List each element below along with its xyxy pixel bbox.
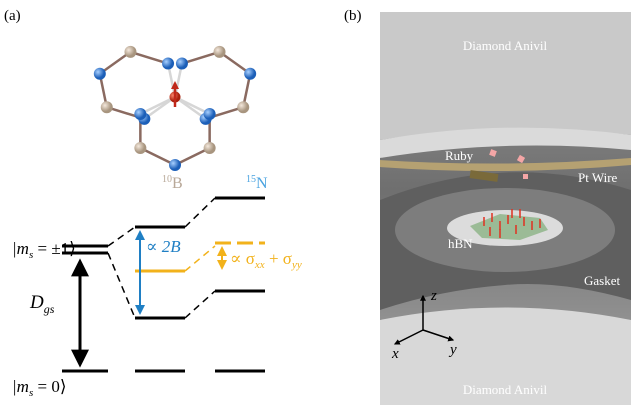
boron-atom <box>101 101 113 113</box>
nitrogen-atom <box>169 159 181 171</box>
ket-0: |ms = 0⟩ <box>12 377 66 399</box>
axis-z: z <box>430 288 437 304</box>
hbn-lattice <box>94 46 256 171</box>
nitrogen-atom <box>176 58 188 70</box>
dac-render <box>380 12 631 405</box>
level-connectors <box>108 198 215 318</box>
ket-pm1: |ms = ±1⟩ <box>12 239 76 261</box>
strain-label: ∝ σxx + σyy <box>230 249 302 271</box>
nitrogen-label: 15N <box>246 174 268 192</box>
bottom-anvil-label: Diamond Anivil <box>463 382 548 397</box>
boron-label: 10B <box>162 174 183 192</box>
nitrogen-atom <box>94 68 106 80</box>
boron-atom <box>237 101 249 113</box>
nitrogen-atom <box>162 58 174 70</box>
gasket-label: Gasket <box>584 273 620 288</box>
ruby-label: Ruby <box>445 148 474 163</box>
pt-wire-label: Pt Wire <box>578 170 618 185</box>
panel-label: (a) <box>4 8 21 24</box>
boron-atom <box>134 142 146 154</box>
hbn-label: hBN <box>448 236 473 251</box>
nitrogen-atom <box>244 68 256 80</box>
axis-x: x <box>391 346 399 362</box>
top-anvil-label: Diamond Anivil <box>463 38 548 53</box>
panel-label: (b) <box>344 8 362 24</box>
boron-atom <box>124 46 136 58</box>
zeeman-label: ∝ 2B <box>146 237 181 256</box>
nitrogen-atom <box>134 108 146 120</box>
boron-atom <box>214 46 226 58</box>
boron-atom <box>204 142 216 154</box>
dgs-label: Dgs <box>29 292 55 316</box>
figure: (a) 10B 15N ∝ 2B ∝ σxx + σyy Dgs |ms = ±… <box>0 0 631 405</box>
energy-levels <box>62 198 265 371</box>
nitrogen-atom <box>204 108 216 120</box>
axis-y: y <box>448 342 457 358</box>
